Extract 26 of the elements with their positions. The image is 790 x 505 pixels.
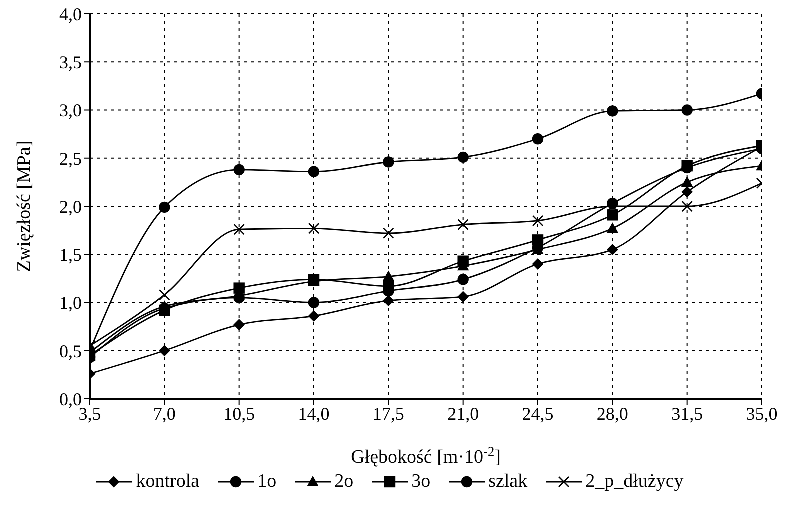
legend-label: 1o: [258, 471, 277, 493]
y-tick-label: 1,5: [60, 245, 82, 266]
legend-label: 2o: [334, 471, 354, 493]
y-tick-label: 1,0: [60, 293, 82, 314]
legend-label: kontrola: [136, 471, 200, 493]
x-tick-label: 24,5: [522, 404, 554, 424]
y-tick-label: 0,0: [60, 389, 82, 410]
x-tick-label: 7,0: [153, 404, 176, 424]
x-tick-label: 35,0: [746, 404, 778, 424]
y-axis-title: Zwięzłość [MPa]: [14, 140, 35, 272]
x-tick-label: 21,0: [448, 404, 480, 424]
legend-label: szlak: [488, 471, 528, 493]
y-tick-label: 2,5: [60, 148, 82, 169]
y-tick-label: 3,5: [60, 52, 82, 73]
legend-label: 2_p_dłużycy: [586, 471, 684, 493]
y-tick-label: 3,0: [60, 100, 82, 121]
x-tick-label: 17,5: [372, 404, 404, 424]
y-tick-label: 2,0: [60, 196, 82, 217]
x-tick-label: 10,5: [224, 404, 256, 424]
y-tick-label: 4,0: [60, 4, 82, 24]
x-axis-title: Głębokość [m·10$^{-2}$]: [351, 444, 501, 468]
x-tick-label: 31,5: [672, 404, 704, 424]
y-tick-label: 0,5: [60, 341, 82, 362]
legend-label: 3o: [412, 471, 431, 493]
x-tick-label: 28,0: [596, 404, 628, 424]
x-tick-label: 14,0: [298, 404, 330, 424]
